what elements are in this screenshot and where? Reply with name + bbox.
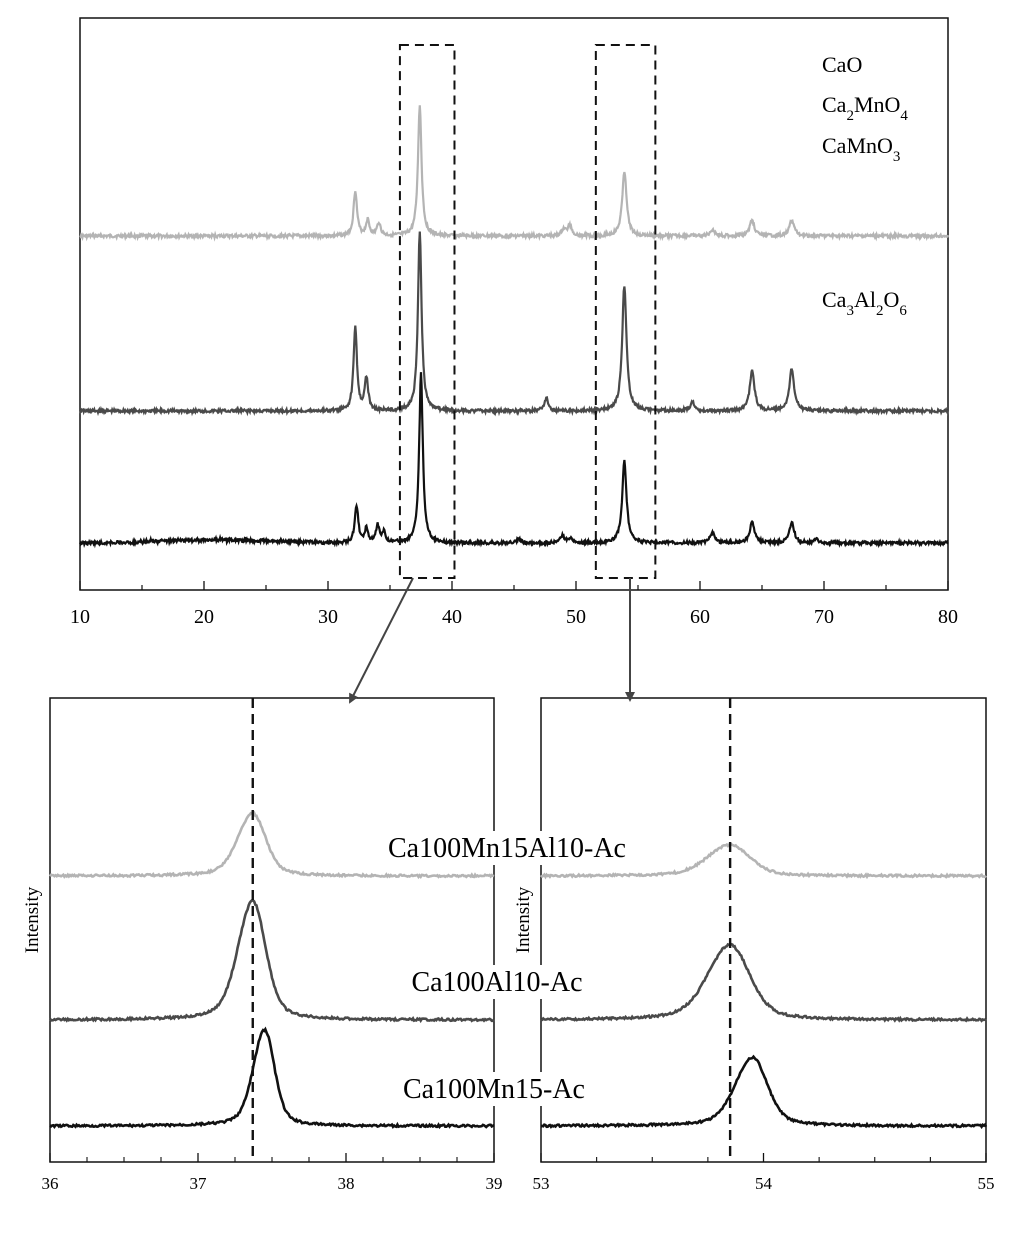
- x-tick-label: 30: [318, 606, 338, 628]
- legend-label: Ca3Al2O6: [822, 287, 907, 319]
- legend-label-part: CaO: [822, 52, 862, 77]
- zoom-connectors: [349, 577, 635, 704]
- x-tick-label: 20: [194, 606, 214, 628]
- x-tick-label: 37: [190, 1174, 208, 1193]
- x-tick-label: 54: [755, 1174, 773, 1193]
- x-tick-label: 55: [978, 1174, 995, 1193]
- legend-label-part: 2: [876, 303, 884, 319]
- panel-b: 36 37 38 39 Intensity: [22, 697, 503, 1193]
- spectrum-line-2: [48, 899, 495, 1024]
- series-label: Ca100Mn15Al10-Ac: [388, 833, 626, 864]
- spectrum-line-1: [540, 842, 987, 880]
- legend-label-part: MnO: [854, 92, 900, 117]
- x-tick-label: 50: [566, 606, 586, 628]
- series-label: Ca100Mn15-Ac: [403, 1074, 585, 1105]
- x-tick-label: 60: [690, 606, 710, 628]
- spectrum-line-1: [79, 105, 950, 242]
- legend-label: Ca2MnO4: [822, 92, 908, 124]
- spectrum-line-3: [540, 1054, 988, 1130]
- highlight-box-1: [398, 44, 456, 579]
- legend-label: CaO: [822, 52, 862, 77]
- spectrum-line-3: [79, 372, 949, 549]
- label-background: [349, 1072, 639, 1106]
- label-background: [352, 965, 642, 999]
- legend-label-part: Ca: [822, 287, 847, 312]
- x-tick-label: 39: [486, 1174, 503, 1193]
- legend-label-part: 6: [899, 303, 907, 319]
- label-background: [362, 831, 652, 865]
- legend-label-part: O: [883, 287, 899, 312]
- spectrum-line-2: [540, 942, 987, 1023]
- spectrum-line-1: [48, 810, 495, 880]
- x-tick-label: 80: [938, 606, 958, 628]
- plot-frame-a: [79, 17, 949, 591]
- x-tick-label: 36: [42, 1174, 59, 1193]
- legend-label-part: 3: [846, 303, 854, 319]
- legend-label-part: 3: [893, 149, 901, 165]
- y-axis-label: Intensity: [22, 886, 43, 953]
- panel-c: 53 54 55 Intensity Ca100Mn15Al10-Ac Ca100Al10…: [349, 697, 995, 1193]
- spectrum-line-2: [78, 231, 950, 417]
- legend-label-part: Ca: [822, 92, 847, 117]
- legend-label-part: 2: [846, 108, 854, 124]
- x-tick-label: 40: [442, 606, 462, 628]
- x-tick-label: 70: [814, 606, 834, 628]
- series-label: Ca100Al10-Ac: [411, 967, 582, 998]
- x-tick-label: 10: [70, 606, 90, 628]
- legend-label-part: Al: [854, 287, 876, 312]
- y-axis-label: Intensity: [513, 886, 534, 953]
- legend-label-part: 4: [900, 108, 908, 124]
- x-tick-label: 38: [338, 1174, 355, 1193]
- connector-arrow-b: [349, 577, 414, 704]
- legend-label-part: CaMnO: [822, 133, 893, 158]
- highlight-box-2: [594, 44, 657, 579]
- x-tick-label: 53: [533, 1174, 550, 1193]
- legend-label: CaMnO3: [822, 133, 900, 165]
- spectrum-line-3: [49, 1026, 495, 1130]
